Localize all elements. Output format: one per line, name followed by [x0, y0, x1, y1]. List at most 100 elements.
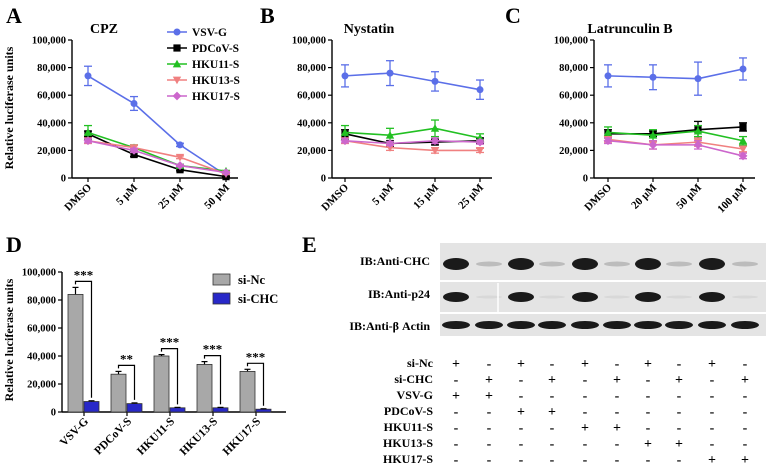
band-p24 [635, 292, 661, 302]
panel-label-b: B [260, 3, 275, 28]
y-tick-label: 60,000 [559, 91, 588, 102]
treatment-mark: + [644, 357, 652, 372]
band-p24 [699, 292, 725, 302]
band-actin [538, 321, 566, 329]
treatment-mark: + [708, 357, 716, 372]
treatment-mark: + [581, 421, 589, 436]
panel-label-a: A [6, 3, 22, 28]
treatment-mark: - [646, 421, 651, 436]
series-line-hku17-s [344, 139, 481, 145]
series-hku17-s [340, 136, 485, 148]
treatment-mark: + [485, 373, 493, 388]
treatment-mark: - [646, 453, 651, 468]
treatment-mark: - [550, 389, 555, 404]
series-hku11-s [603, 124, 748, 146]
treatment-mark: + [517, 405, 525, 420]
legend-marker-vsv-g [173, 28, 181, 36]
band-p24 [539, 295, 565, 299]
y-tick-label: 40,000 [559, 118, 588, 129]
band-actin [507, 321, 535, 329]
data-point-hku11-s [83, 128, 93, 136]
treatment-mark: - [519, 453, 524, 468]
treatment-mark: - [519, 421, 524, 436]
treatment-mark: + [741, 453, 749, 468]
bar-si-chc-hku11-s [169, 407, 186, 413]
y-tick-label: 100,000 [32, 36, 66, 47]
data-point-hku17-s [430, 136, 440, 146]
y-tick-label: 0 [61, 174, 66, 185]
treatment-mark: + [675, 437, 683, 452]
band-p24 [604, 295, 630, 299]
significance-bracket: ** [117, 351, 136, 400]
x-tick-label-hku11-s: HKU11-S [135, 416, 177, 458]
legend-d: si-Nc si-CHC [212, 273, 278, 306]
series-pdcov-s [604, 120, 747, 139]
bracket-line [246, 362, 265, 406]
y-tick-label: 60,000 [297, 91, 326, 102]
treatment-mark: - [615, 405, 620, 420]
data-point-hku17-s [385, 139, 395, 148]
row-label-vsv-g: VSV-G [397, 388, 433, 402]
treatment-mark: + [548, 373, 556, 388]
legend-abc: VSV-G PDCoV-S HKU11-S HKU13-S HKU17-S [167, 27, 240, 103]
data-point-vsv-g [84, 72, 92, 80]
x-tick-label-50-m: 50 μM [202, 181, 232, 211]
data-point-vsv-g [431, 77, 439, 85]
treatment-mark: - [519, 389, 524, 404]
panel-label-d: D [6, 232, 22, 257]
bar-si-chc-hku17-s [255, 408, 272, 413]
data-point-hku17-s [221, 168, 231, 177]
x-tick-label-20-m: 20 μM [629, 181, 659, 211]
bar-si-nc-pdcov-s [110, 373, 127, 413]
line-chart-b: 0 20,000 40,000 60,000 80,000 100,000 DMSO 5 μM… [292, 36, 492, 213]
blot-label-2: IB:Anti-p24 [368, 287, 430, 301]
x-tick-label-50-m: 50 μM [674, 181, 704, 211]
band-actin [442, 321, 470, 329]
series-hku11-s [340, 119, 485, 143]
row-label-si-chc: si-CHC [394, 372, 433, 386]
treatment-mark: + [613, 373, 621, 388]
treatment-mark: - [710, 437, 715, 452]
series-line-hku17-s [607, 139, 744, 157]
treatment-mark: + [581, 357, 589, 372]
treatment-mark: - [519, 437, 524, 452]
band-actin [731, 321, 759, 329]
treatment-mark: - [454, 421, 459, 436]
significance-bracket: *** [246, 349, 265, 406]
y-tick-label: 0 [321, 174, 326, 185]
significance-bracket: *** [203, 342, 222, 405]
legend-label-si-nc: si-Nc [238, 273, 266, 287]
series-line-vsv-g [344, 72, 481, 91]
y-tick-label: 80,000 [37, 63, 66, 74]
x-tick-label-dmso: DMSO [582, 181, 614, 213]
x-tick-label-15-m: 15 μM [411, 181, 441, 211]
treatment-mark: - [583, 373, 588, 388]
y-tick-label: 20,000 [27, 380, 56, 391]
bar-si-chc-vsv-g [83, 401, 100, 413]
data-point-hku11-s [385, 131, 395, 139]
bar-chart-d: 020,00040,00060,00080,000100,000VSV-G***… [22, 267, 286, 458]
data-point-hku11-s [693, 126, 703, 135]
treatment-mark: + [741, 373, 749, 388]
x-tick-label-pdcov-s: PDCoV-S [92, 416, 134, 458]
panel-label-c: C [505, 3, 521, 28]
series-hku13-s [340, 137, 485, 155]
bar-si-nc-hku11-s [153, 355, 170, 413]
treatment-mark: - [677, 405, 682, 420]
treatment-mark: - [710, 421, 715, 436]
y-tick-label: 40,000 [297, 118, 326, 129]
series-line-hku13-s [87, 139, 227, 175]
treatment-mark: - [710, 405, 715, 420]
treatment-mark: - [583, 437, 588, 452]
data-point-vsv-g [739, 65, 747, 73]
x-tick-label-25-m: 25 μM [456, 181, 486, 211]
band-chc [476, 261, 502, 267]
data-point-hku11-s [603, 128, 613, 136]
row-label-pdcov-s: PDCoV-S [384, 404, 433, 418]
series-vsv-g [341, 60, 484, 100]
treatment-mark: - [519, 373, 524, 388]
row-label-hku11-s: HKU11-S [384, 420, 434, 434]
band-chc [443, 258, 469, 270]
significance-bracket: *** [74, 267, 93, 398]
significance-label: *** [160, 335, 180, 350]
